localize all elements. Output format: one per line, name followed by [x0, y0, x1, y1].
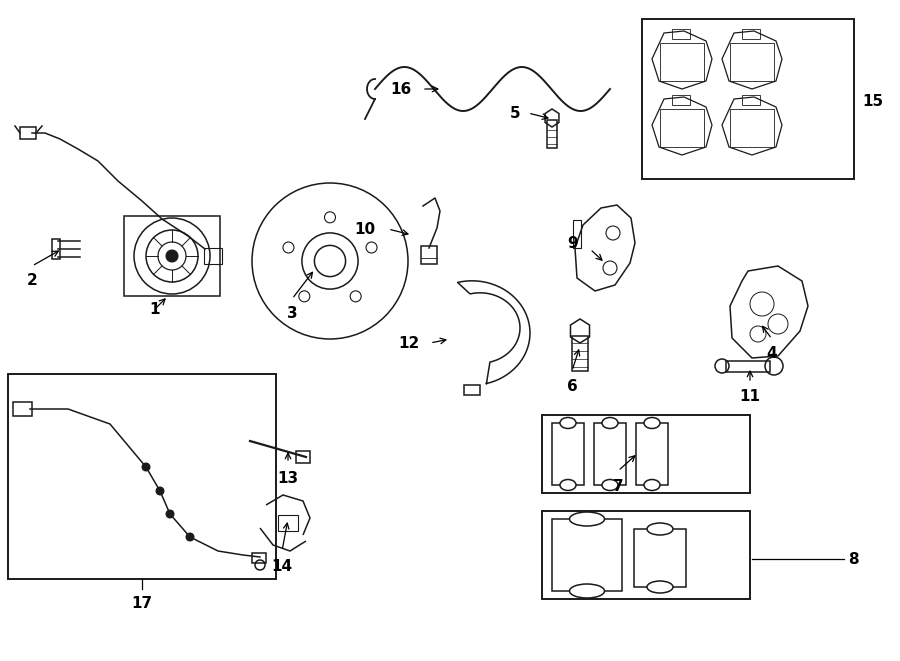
Bar — [660, 109, 704, 147]
Bar — [547, 120, 557, 148]
Bar — [552, 423, 584, 485]
Text: 12: 12 — [399, 336, 420, 350]
Text: 13: 13 — [277, 471, 299, 486]
Bar — [634, 529, 686, 587]
Bar — [726, 361, 770, 372]
Bar — [278, 515, 298, 531]
Bar — [8, 374, 276, 579]
Bar — [594, 423, 626, 485]
Bar — [742, 29, 760, 39]
Text: 11: 11 — [740, 389, 760, 404]
Text: 4: 4 — [767, 346, 778, 361]
Ellipse shape — [644, 479, 660, 490]
Text: 10: 10 — [354, 221, 375, 237]
Circle shape — [186, 533, 194, 541]
Text: 17: 17 — [131, 596, 153, 611]
Circle shape — [166, 250, 178, 262]
Bar — [542, 511, 750, 599]
Bar — [252, 553, 266, 563]
Text: 14: 14 — [272, 559, 292, 574]
Bar — [204, 248, 222, 264]
Ellipse shape — [647, 581, 673, 593]
Ellipse shape — [602, 418, 618, 428]
Circle shape — [157, 487, 164, 495]
Bar — [660, 43, 704, 81]
Ellipse shape — [570, 584, 605, 598]
Text: 7: 7 — [613, 479, 624, 494]
Circle shape — [142, 463, 149, 471]
Ellipse shape — [644, 418, 660, 428]
Bar — [464, 385, 480, 395]
Bar — [672, 29, 690, 39]
Bar — [20, 127, 36, 139]
Bar — [742, 95, 760, 105]
Bar — [124, 216, 220, 296]
Text: 5: 5 — [509, 106, 520, 120]
Bar — [573, 220, 581, 248]
Bar — [296, 451, 310, 463]
Text: 6: 6 — [567, 379, 578, 394]
Bar — [730, 109, 774, 147]
Bar — [52, 239, 60, 259]
Text: 16: 16 — [391, 81, 412, 97]
Bar — [642, 19, 854, 179]
Bar — [672, 95, 690, 105]
Ellipse shape — [560, 479, 576, 490]
Bar — [13, 402, 32, 416]
Ellipse shape — [560, 418, 576, 428]
Text: 1: 1 — [149, 301, 160, 317]
Bar — [730, 43, 774, 81]
Bar — [542, 415, 750, 493]
Circle shape — [166, 510, 174, 518]
Ellipse shape — [647, 523, 673, 535]
Bar — [636, 423, 668, 485]
Text: 3: 3 — [287, 306, 297, 321]
Text: 8: 8 — [848, 551, 859, 566]
Ellipse shape — [602, 479, 618, 490]
Text: 2: 2 — [27, 273, 38, 288]
Bar — [572, 336, 588, 371]
Bar — [421, 246, 437, 264]
Bar — [552, 519, 622, 591]
Ellipse shape — [570, 512, 605, 526]
Text: 15: 15 — [862, 93, 883, 108]
Text: 9: 9 — [567, 235, 578, 251]
